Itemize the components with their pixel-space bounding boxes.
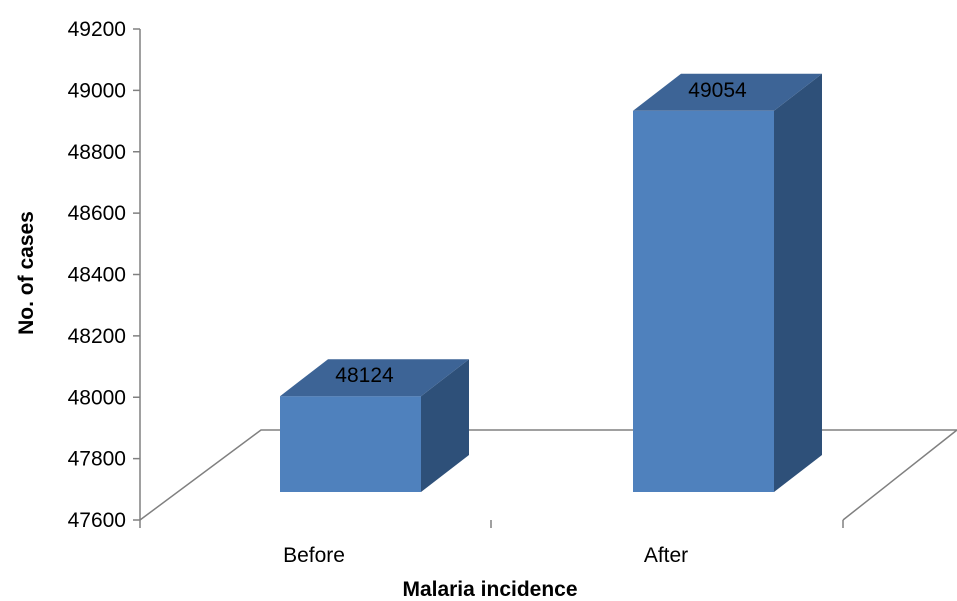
- chart-floor: [139, 429, 957, 521]
- labels: 48124 Before 49054 After: [283, 79, 747, 567]
- bar-before: [280, 359, 469, 492]
- bar-side-face: [421, 359, 469, 492]
- y-tick-label: 48200: [68, 325, 126, 348]
- y-tick-label: 49000: [68, 79, 126, 102]
- data-label: 49054: [688, 79, 747, 102]
- y-tick-label: 48400: [68, 264, 126, 287]
- x-category-label: Before: [283, 544, 345, 567]
- y-tick-label: 47800: [68, 448, 126, 471]
- bar-after: [633, 73, 822, 493]
- y-tick-label: 47600: [68, 509, 126, 532]
- y-tick-label: 48600: [68, 202, 126, 225]
- axes: 47600 47800 48000 48200 48400 48600 48800 49000…: [68, 18, 957, 532]
- y-tick-label: 49200: [68, 18, 126, 41]
- y-tick-label: 48800: [68, 141, 126, 164]
- y-tick-label: 48000: [68, 386, 126, 409]
- bar-side-face: [774, 73, 822, 493]
- bar-top-face: [633, 73, 822, 111]
- bar-front-face: [280, 396, 421, 492]
- data-label: 48124: [335, 364, 394, 387]
- bar-front-face: [633, 110, 774, 493]
- x-axis-title: Malaria incidence: [402, 578, 577, 601]
- x-category-label: After: [644, 544, 688, 567]
- y-axis-title: No. of cases: [15, 211, 38, 335]
- bars: [280, 73, 822, 493]
- bar-top-face: [280, 359, 469, 397]
